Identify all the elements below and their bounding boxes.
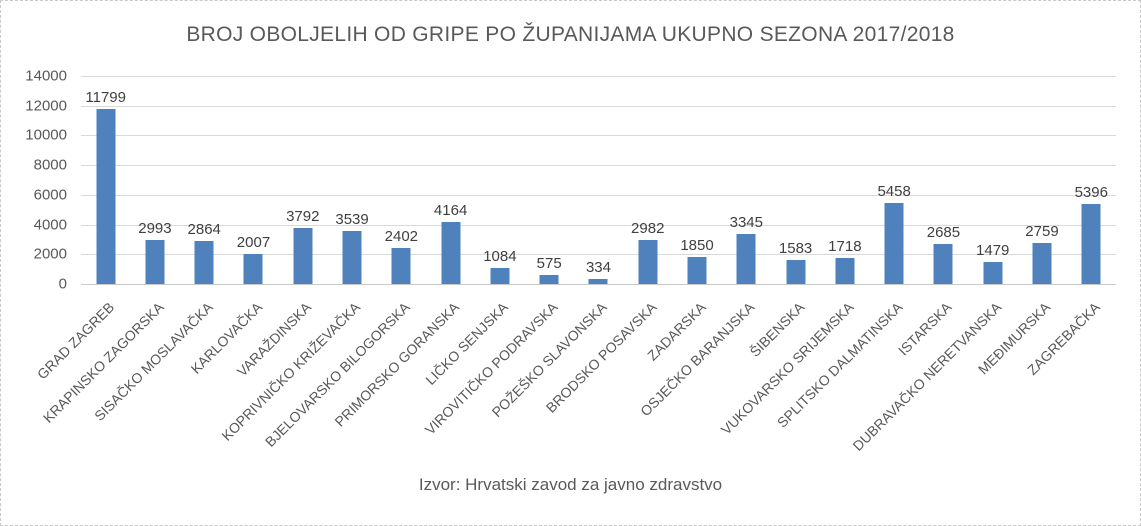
bar-value-label: 1718 bbox=[828, 238, 862, 256]
bar-value-label: 1084 bbox=[483, 247, 517, 265]
bar-slot: 2982 bbox=[623, 76, 672, 284]
bar bbox=[884, 202, 904, 284]
source-caption: Izvor: Hrvatski zavod za javno zdravstvo bbox=[418, 475, 723, 494]
bar-value-label: 2993 bbox=[138, 219, 172, 237]
gridline bbox=[81, 165, 1116, 167]
bar bbox=[1032, 243, 1052, 284]
bar-slot: 5458 bbox=[870, 76, 919, 284]
y-tick-label: 12000 bbox=[25, 97, 67, 115]
bar bbox=[983, 262, 1003, 284]
bar-slot: 1718 bbox=[820, 76, 869, 284]
bar-value-label: 334 bbox=[585, 259, 611, 277]
gridline bbox=[81, 224, 1116, 226]
gridline bbox=[81, 194, 1116, 196]
y-axis: 0 2000 4000 6000 8000 10000 12000 14000 bbox=[1, 68, 67, 293]
chart-title: BROJ OBOLJELIH OD GRIPE PO ŽUPANIJAMA UK… bbox=[186, 23, 955, 46]
bar-slot: 334 bbox=[574, 76, 623, 284]
bar bbox=[1081, 203, 1101, 284]
bar-slot: 1583 bbox=[771, 76, 820, 284]
gridline bbox=[81, 135, 1116, 137]
gridline bbox=[81, 105, 1116, 107]
bar-slot: 2007 bbox=[229, 76, 278, 284]
bar-value-label: 4164 bbox=[433, 202, 468, 220]
bar bbox=[145, 239, 165, 284]
gridline bbox=[81, 254, 1116, 256]
bar-slot: 4164 bbox=[426, 76, 475, 284]
bar-slot: 3345 bbox=[722, 76, 771, 284]
bar-value-label: 2982 bbox=[631, 219, 665, 237]
y-tick-label: 4000 bbox=[33, 216, 67, 234]
bar-value-label: 2007 bbox=[236, 234, 271, 252]
y-tick-label: 14000 bbox=[25, 67, 67, 85]
bar bbox=[588, 279, 608, 284]
bar-value-label: 11799 bbox=[85, 88, 126, 106]
bar-slot: 11799 bbox=[81, 76, 130, 284]
bar bbox=[539, 275, 559, 284]
bar bbox=[933, 244, 953, 284]
y-tick-label: 6000 bbox=[33, 186, 67, 204]
bar bbox=[391, 248, 411, 284]
y-tick-label: 2000 bbox=[33, 245, 67, 263]
y-tick-label: 10000 bbox=[25, 126, 67, 144]
bar bbox=[736, 234, 756, 284]
y-tick-label: 8000 bbox=[33, 156, 67, 174]
y-tick-label: 0 bbox=[58, 275, 67, 293]
bar-slot: 2402 bbox=[377, 76, 426, 284]
bar-value-label: 2759 bbox=[1025, 223, 1059, 241]
bar bbox=[835, 258, 855, 284]
bar-value-label: 5458 bbox=[877, 182, 911, 200]
bar bbox=[786, 260, 806, 284]
bar bbox=[96, 108, 116, 284]
bar bbox=[342, 231, 362, 284]
bar-slot: 5396 bbox=[1067, 76, 1116, 284]
bar-value-label: 2685 bbox=[926, 224, 961, 242]
bar-value-label: 3539 bbox=[335, 211, 369, 229]
bar-slot: 1084 bbox=[475, 76, 524, 284]
bar-slot: 1479 bbox=[968, 76, 1017, 284]
bar bbox=[243, 254, 263, 284]
bar-value-label: 3345 bbox=[729, 214, 763, 232]
x-axis-labels: GRAD ZAGREB KRAPINSKO ZAGORSKA SISAČKO MOS… bbox=[34, 291, 1116, 473]
bar-value-label: 2864 bbox=[187, 221, 221, 239]
bar-slot: 2759 bbox=[1017, 76, 1066, 284]
bar-value-label: 1583 bbox=[778, 240, 813, 258]
bar-slot: 3792 bbox=[278, 76, 327, 284]
bar bbox=[441, 222, 461, 284]
bar-slot: 2685 bbox=[919, 76, 968, 284]
gridline bbox=[81, 76, 1116, 77]
bar bbox=[638, 239, 658, 284]
bar-slot: 2993 bbox=[130, 76, 179, 284]
bar-value-label: 1850 bbox=[680, 236, 714, 254]
bar-slot: 3539 bbox=[327, 76, 376, 284]
bar-slot: 2864 bbox=[180, 76, 229, 284]
bar-value-label: 2402 bbox=[384, 228, 419, 246]
plot-area: 11799 2993 2864 2007 3792 3539 2402 4164 1084 575… bbox=[81, 76, 1116, 285]
bar-slot: 1850 bbox=[672, 76, 721, 284]
bar-value-label: 5396 bbox=[1074, 183, 1108, 201]
bar bbox=[293, 227, 313, 284]
bar bbox=[687, 256, 707, 284]
bar bbox=[490, 267, 510, 284]
bar-value-label: 1479 bbox=[976, 242, 1010, 260]
bar-slot: 575 bbox=[525, 76, 574, 284]
bar-value-label: 575 bbox=[536, 255, 562, 273]
bar-series: 11799 2993 2864 2007 3792 3539 2402 4164 1084 575… bbox=[81, 76, 1116, 284]
bar-value-label: 3792 bbox=[286, 207, 320, 225]
bar bbox=[194, 241, 214, 284]
